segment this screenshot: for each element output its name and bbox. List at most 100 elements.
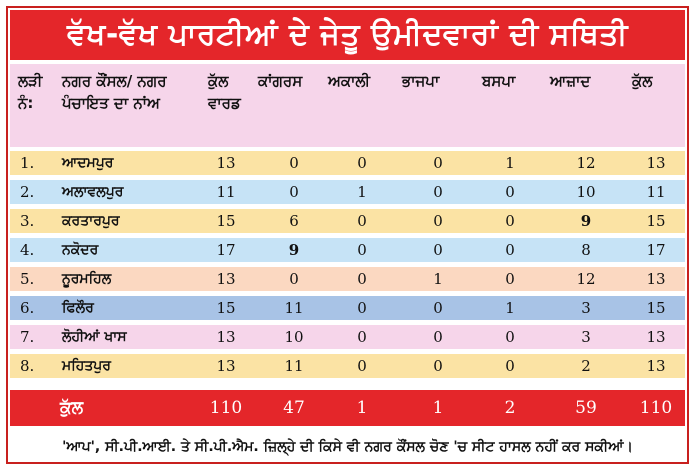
table-row: 3. ਕਰਤਾਰਪੁਰ 15 6 0 0 0 9 15 (10, 209, 685, 233)
header-independent: ਆਜ਼ਾਦ (550, 72, 591, 90)
table-row: 1. ਆਦਮਪੁਰ 13 0 0 0 1 12 13 (10, 151, 685, 175)
totals-akali: 1 (356, 398, 368, 418)
cell-independent: 2 (581, 357, 591, 375)
cell-independent: 8 (581, 241, 591, 259)
cell-bjp: 0 (433, 299, 443, 317)
totals-row: ਕੁੱਲ 110 47 1 1 2 59 110 (10, 390, 685, 426)
cell-sno: 2. (20, 183, 35, 201)
header-total-wards: ਕੁੱਲ ਵਾਰਡ (208, 72, 241, 112)
cell-akali: 0 (357, 328, 367, 346)
cell-bjp: 0 (433, 241, 443, 259)
cell-council-name: ਲੋਹੀਆਂ ਖਾਸ (62, 329, 127, 345)
totals-total: 110 (639, 398, 673, 418)
cell-sno: 3. (20, 212, 35, 230)
cell-akali: 0 (357, 357, 367, 375)
cell-sno: 1. (20, 154, 35, 172)
header-council-name: ਨਗਰ ਕੌਂਸਲ/ ਨਗਰ ਪੰਚਾਇਤ ਦਾ ਨਾਂਅ (62, 72, 167, 112)
cell-sno: 5. (20, 270, 35, 288)
table-title: ਵੱਖ-ਵੱਖ ਪਾਰਟੀਆਂ ਦੇ ਜੇਤੂ ਉਮੀਦਵਾਰਾਂ ਦੀ ਸਥਿ… (10, 10, 685, 60)
cell-congress: 9 (288, 241, 300, 259)
cell-bsp: 0 (505, 183, 515, 201)
cell-bsp: 0 (505, 212, 515, 230)
cell-sno: 7. (20, 328, 35, 346)
cell-sno: 6. (20, 299, 35, 317)
cell-total-wards: 13 (216, 357, 236, 375)
cell-council-name: ਆਦਮਪੁਰ (62, 155, 114, 171)
cell-akali: 0 (357, 270, 367, 288)
cell-council-name: ਕਰਤਾਰਪੁਰ (62, 213, 120, 229)
cell-total: 13 (646, 154, 666, 172)
cell-congress: 10 (284, 328, 304, 346)
table-row: 6. ਫਿਲੌਰ 15 11 0 0 1 3 15 (10, 296, 685, 320)
cell-bsp: 0 (505, 270, 515, 288)
header-bjp: ਭਾਜਪਾ (402, 72, 440, 90)
table-row: 2. ਅਲਾਵਲਪੁਰ 11 0 1 0 0 10 11 (10, 180, 685, 204)
cell-total: 15 (646, 299, 666, 317)
cell-bsp: 1 (505, 154, 515, 172)
cell-bsp: 1 (505, 299, 515, 317)
cell-council-name: ਨੂਰਮਹਿਲ (62, 271, 112, 287)
cell-total-wards: 11 (216, 183, 236, 201)
cell-bsp: 0 (505, 328, 515, 346)
totals-bsp: 2 (504, 398, 516, 418)
cell-independent: 12 (576, 270, 596, 288)
header-congress: ਕਾਂਗਰਸ (258, 72, 303, 90)
cell-bjp: 0 (433, 212, 443, 230)
totals-label: ਕੁੱਲ (60, 398, 84, 418)
table-row: 8. ਮਹਿਤਪੁਰ 13 11 0 0 0 2 13 (10, 354, 685, 378)
table-row: 7. ਲੋਹੀਆਂ ਖਾਸ 13 10 0 0 0 3 13 (10, 325, 685, 349)
header-bsp: ਬਸਪਾ (482, 72, 516, 90)
cell-congress: 0 (289, 154, 299, 172)
cell-bjp: 0 (433, 154, 443, 172)
cell-total-wards: 15 (216, 212, 236, 230)
cell-total-wards: 13 (216, 328, 236, 346)
cell-total-wards: 13 (216, 270, 236, 288)
header-sno: ਲੜੀ ਨੰ: (18, 72, 43, 112)
cell-independent: 3 (581, 299, 591, 317)
cell-independent: 3 (581, 328, 591, 346)
cell-independent: 10 (576, 183, 596, 201)
footnote: 'ਆਪ', ਸੀ.ਪੀ.ਆਈ. ਤੇ ਸੀ.ਪੀ.ਐਮ. ਜ਼ਿਲ੍ਹੇ ਦੀ … (62, 439, 633, 455)
cell-bsp: 0 (505, 357, 515, 375)
cell-total-wards: 13 (216, 154, 236, 172)
totals-wards: 110 (209, 398, 243, 418)
results-table-panel: ਵੱਖ-ਵੱਖ ਪਾਰਟੀਆਂ ਦੇ ਜੇਤੂ ਉਮੀਦਵਾਰਾਂ ਦੀ ਸਥਿ… (6, 6, 689, 464)
table-header: ਲੜੀ ਨੰ: ਨਗਰ ਕੌਂਸਲ/ ਨਗਰ ਪੰਚਾਇਤ ਦਾ ਨਾਂਅ ਕੁ… (10, 64, 685, 147)
cell-independent: 9 (580, 212, 592, 230)
cell-congress: 11 (284, 357, 304, 375)
table-row: 5. ਨੂਰਮਹਿਲ 13 0 0 1 0 12 13 (10, 267, 685, 291)
table-row: 4. ਨਕੋਦਰ 17 9 0 0 0 8 17 (10, 238, 685, 262)
cell-bjp: 0 (433, 183, 443, 201)
cell-akali: 0 (357, 241, 367, 259)
cell-total: 13 (646, 270, 666, 288)
cell-total: 13 (646, 328, 666, 346)
cell-total-wards: 15 (216, 299, 236, 317)
cell-independent: 12 (576, 154, 596, 172)
cell-council-name: ਫਿਲੌਰ (62, 300, 94, 316)
cell-congress: 0 (289, 270, 299, 288)
cell-congress: 0 (289, 183, 299, 201)
cell-akali: 0 (357, 154, 367, 172)
cell-akali: 0 (357, 212, 367, 230)
cell-akali: 1 (357, 183, 367, 201)
header-akali: ਅਕਾਲੀ (328, 72, 371, 90)
cell-council-name: ਮਹਿਤਪੁਰ (62, 358, 111, 374)
cell-total-wards: 17 (216, 241, 236, 259)
cell-total: 15 (646, 212, 666, 230)
cell-bjp: 0 (433, 328, 443, 346)
cell-total: 17 (646, 241, 666, 259)
cell-bjp: 1 (433, 270, 443, 288)
totals-congress: 47 (283, 398, 305, 418)
cell-total: 11 (646, 183, 666, 201)
cell-bjp: 0 (433, 357, 443, 375)
cell-council-name: ਨਕੋਦਰ (62, 242, 99, 258)
cell-congress: 6 (289, 212, 299, 230)
cell-total: 13 (646, 357, 666, 375)
totals-bjp: 1 (432, 398, 444, 418)
cell-sno: 8. (20, 357, 35, 375)
cell-council-name: ਅਲਾਵਲਪੁਰ (62, 184, 124, 200)
cell-congress: 11 (284, 299, 304, 317)
cell-sno: 4. (20, 241, 35, 259)
totals-independent: 59 (575, 398, 597, 418)
header-total: ਕੁੱਲ (632, 72, 653, 90)
